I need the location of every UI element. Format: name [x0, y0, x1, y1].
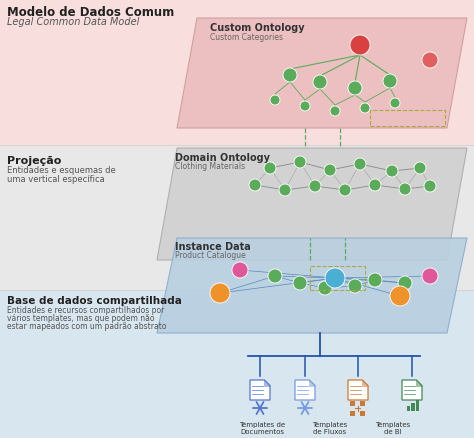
Text: Custom Ontology: Custom Ontology	[210, 23, 305, 33]
Polygon shape	[363, 380, 368, 385]
Circle shape	[313, 75, 327, 89]
Text: Templates
de Fluxos: Templates de Fluxos	[312, 422, 347, 435]
Bar	[350, 400, 356, 406]
Circle shape	[300, 101, 310, 111]
Bar	[407, 406, 410, 411]
Circle shape	[268, 269, 282, 283]
Circle shape	[330, 106, 340, 116]
Circle shape	[390, 98, 400, 108]
Circle shape	[264, 162, 276, 174]
Text: vários templates, mas que podem não: vários templates, mas que podem não	[7, 314, 155, 323]
Circle shape	[386, 165, 398, 177]
Polygon shape	[348, 380, 368, 400]
Circle shape	[350, 35, 370, 55]
Text: Instance Data: Instance Data	[175, 242, 251, 252]
Polygon shape	[416, 380, 422, 385]
Bar	[361, 410, 365, 416]
Text: Domain Ontology: Domain Ontology	[175, 153, 270, 163]
Polygon shape	[295, 380, 315, 400]
Polygon shape	[157, 238, 467, 333]
Bar	[0, 0, 474, 145]
Circle shape	[339, 184, 351, 196]
Circle shape	[232, 262, 248, 278]
Circle shape	[414, 162, 426, 174]
Text: Modelo de Dados Comum: Modelo de Dados Comum	[7, 6, 174, 19]
Circle shape	[324, 164, 336, 176]
Circle shape	[424, 180, 436, 192]
Text: Templates de
Documentos: Templates de Documentos	[239, 422, 285, 435]
Circle shape	[390, 286, 410, 306]
Circle shape	[399, 183, 411, 195]
Bar	[361, 400, 365, 406]
Circle shape	[348, 279, 362, 293]
Circle shape	[293, 276, 307, 290]
Circle shape	[422, 268, 438, 284]
Text: Custom Categories: Custom Categories	[210, 33, 283, 42]
Bar	[350, 410, 356, 416]
Text: Templates
de BI: Templates de BI	[375, 422, 410, 435]
Circle shape	[309, 180, 321, 192]
Circle shape	[348, 81, 362, 95]
Circle shape	[279, 184, 291, 196]
Polygon shape	[157, 148, 467, 260]
Circle shape	[318, 281, 332, 295]
Circle shape	[422, 52, 438, 68]
Circle shape	[383, 74, 397, 88]
Text: Base de dados compartilhada: Base de dados compartilhada	[7, 296, 182, 306]
Text: uma vertical específica: uma vertical específica	[7, 175, 105, 184]
Text: Entidades e esquemas de: Entidades e esquemas de	[7, 166, 116, 175]
Circle shape	[283, 68, 297, 82]
Bar	[0, 145, 474, 290]
Circle shape	[360, 103, 370, 113]
Polygon shape	[177, 18, 467, 128]
Polygon shape	[264, 380, 270, 385]
Polygon shape	[402, 380, 422, 400]
Circle shape	[325, 268, 345, 288]
Bar	[411, 403, 415, 411]
Polygon shape	[310, 380, 315, 385]
Circle shape	[398, 276, 412, 290]
Text: estar mapeados com um padrão abstrato: estar mapeados com um padrão abstrato	[7, 322, 166, 331]
Text: Projeção: Projeção	[7, 156, 61, 166]
Circle shape	[368, 273, 382, 287]
Text: Product Catalogue: Product Catalogue	[175, 251, 246, 260]
Bar	[416, 400, 419, 411]
Circle shape	[294, 156, 306, 168]
Circle shape	[369, 179, 381, 191]
Circle shape	[354, 158, 366, 170]
Circle shape	[210, 283, 230, 303]
Polygon shape	[250, 380, 270, 400]
Text: Legal Common Data Model: Legal Common Data Model	[7, 17, 139, 27]
Circle shape	[249, 179, 261, 191]
Circle shape	[270, 95, 280, 105]
Text: Clothing Materials: Clothing Materials	[175, 162, 245, 171]
Bar	[0, 290, 474, 438]
Text: Entidades e recursos compartilhados por: Entidades e recursos compartilhados por	[7, 306, 164, 315]
